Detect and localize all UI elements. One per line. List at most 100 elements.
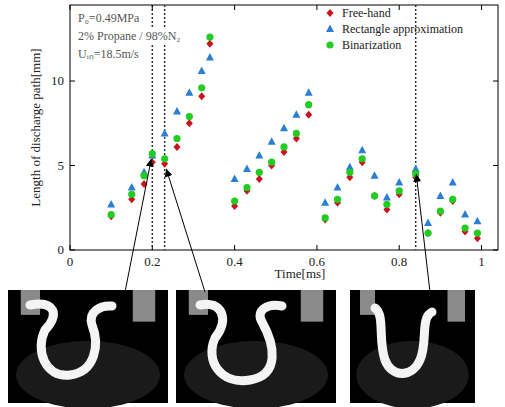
point (359, 155, 366, 162)
x-tick (70, 5, 71, 10)
x-tick-label: 0 (67, 254, 74, 269)
point (231, 197, 238, 204)
y-tick (493, 165, 498, 166)
electrode (301, 290, 323, 322)
x-tick-label: 0.4 (226, 254, 243, 269)
point (371, 192, 378, 200)
point (395, 178, 403, 186)
photo (176, 290, 336, 407)
y-axis-title: Length of discharge path[mm] (28, 48, 43, 206)
arrow (125, 160, 151, 292)
point (449, 196, 456, 203)
x-tick (70, 245, 71, 250)
point (383, 201, 390, 208)
point (161, 155, 168, 162)
point (231, 175, 239, 183)
point (396, 187, 403, 194)
x-tick (481, 245, 482, 250)
legend-label: Binarization (342, 38, 401, 52)
arrow (416, 175, 430, 292)
point (322, 214, 329, 221)
point (256, 169, 263, 176)
point (292, 110, 300, 118)
point (243, 164, 251, 172)
y-tick (70, 250, 75, 251)
point (280, 143, 287, 150)
x-tick (316, 245, 317, 250)
x-tick (234, 5, 235, 10)
annotation: 2% Propane / 98%N₂ (78, 29, 181, 43)
legend-marker (327, 9, 334, 17)
point (461, 224, 468, 231)
point (186, 113, 193, 120)
x-tick (399, 245, 400, 250)
point (424, 230, 431, 237)
point (107, 200, 115, 208)
point (305, 88, 313, 96)
x-tick (399, 5, 400, 10)
legend-label: Rectangle approximation (342, 22, 463, 36)
y-tick-label: 0 (58, 242, 65, 257)
point (140, 172, 147, 179)
point (461, 210, 469, 218)
point (198, 84, 205, 91)
point (371, 171, 379, 179)
x-tick (152, 245, 153, 250)
annotation: Uᵢₙ=18.5m/s (78, 47, 139, 61)
legend-label: Free-hand (342, 6, 391, 20)
point (173, 135, 180, 142)
point (173, 107, 181, 115)
annotation: P₀=0.49MPa (78, 11, 140, 25)
x-tick (234, 245, 235, 250)
y-tick (493, 250, 498, 251)
legend: Free-hand Rectangle approximation Binariza… (326, 6, 463, 52)
point (186, 119, 193, 127)
point (449, 178, 457, 186)
photo (350, 290, 475, 407)
annotation-bg (77, 11, 141, 25)
point (256, 175, 263, 183)
point (128, 183, 136, 191)
point (198, 66, 206, 74)
point (268, 159, 275, 166)
point (268, 137, 276, 145)
plot-frame (70, 5, 498, 250)
point (425, 229, 432, 237)
point (346, 169, 353, 176)
annotation-bg (77, 47, 140, 61)
points (107, 34, 481, 243)
point (149, 150, 156, 157)
x-tick (316, 5, 317, 10)
point (424, 218, 432, 226)
legend-marker (326, 41, 333, 48)
photo (8, 290, 168, 407)
point (174, 143, 181, 151)
point (412, 170, 419, 177)
legend-marker (326, 25, 334, 33)
discharge (200, 304, 282, 380)
point (185, 88, 193, 96)
x-tick (152, 5, 153, 10)
dotted-line (415, 5, 417, 250)
chart: 00.20.40.60.810510Time[ms]Length of disc… (0, 0, 505, 407)
annotation-group: P₀=0.49MPa (77, 11, 141, 25)
x-tick (481, 5, 482, 10)
point (280, 124, 288, 132)
point (128, 191, 135, 198)
point (108, 211, 115, 218)
x-tick-label: 0.2 (144, 254, 160, 269)
point (437, 208, 444, 215)
annotation-bg (77, 29, 182, 43)
point (255, 151, 263, 159)
electrode (448, 290, 466, 322)
point (305, 101, 312, 108)
discharge (30, 304, 112, 375)
annotation-group: 2% Propane / 98%N₂ (77, 29, 182, 43)
y-tick-label: 5 (58, 158, 65, 173)
point (473, 217, 481, 225)
point (305, 111, 312, 119)
electrode (133, 290, 155, 322)
point (198, 92, 205, 100)
discharge (375, 308, 432, 374)
x-tick-label: 1 (478, 254, 485, 269)
